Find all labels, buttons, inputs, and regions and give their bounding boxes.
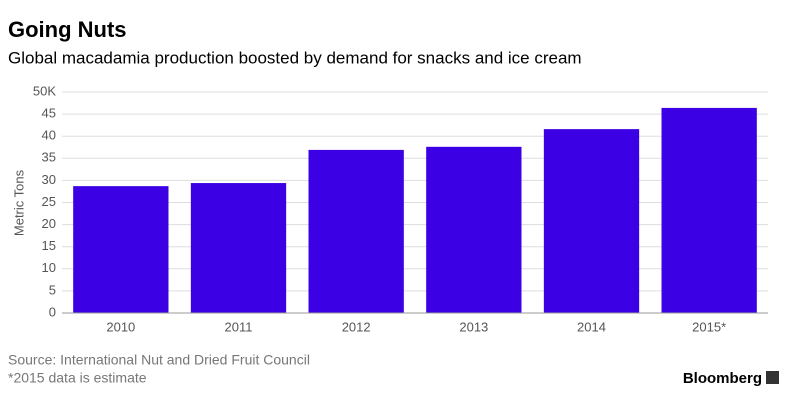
y-tick-label: 30 bbox=[42, 172, 56, 187]
source-note: Source: International Nut and Dried Frui… bbox=[8, 352, 310, 368]
footnote: *2015 data is estimate bbox=[8, 370, 147, 386]
x-tick-label: 2010 bbox=[106, 319, 135, 334]
bar bbox=[426, 146, 522, 313]
y-tick-label: 15 bbox=[42, 238, 56, 253]
bar bbox=[661, 107, 757, 313]
bar bbox=[73, 186, 169, 313]
x-tick-label: 2014 bbox=[577, 319, 606, 334]
chart-subtitle: Global macadamia production boosted by d… bbox=[8, 48, 582, 67]
bar bbox=[308, 149, 404, 313]
y-tick-label: 10 bbox=[42, 260, 56, 275]
x-tick-label: 2015* bbox=[692, 319, 726, 334]
y-tick-label: 45 bbox=[42, 106, 56, 121]
y-tick-label: 35 bbox=[42, 150, 56, 165]
chart-title: Going Nuts bbox=[8, 17, 127, 42]
y-tick-label: 25 bbox=[42, 194, 56, 209]
x-tick-label: 2013 bbox=[459, 319, 488, 334]
y-tick-label: 0 bbox=[49, 304, 56, 319]
y-tick-label: 20 bbox=[42, 216, 56, 231]
x-tick-label: 2012 bbox=[342, 319, 371, 334]
y-tick-label: 40 bbox=[42, 128, 56, 143]
y-axis-label: Metric Tons bbox=[11, 169, 26, 236]
brand-icon bbox=[766, 371, 779, 384]
brand-logo: Bloomberg bbox=[683, 370, 762, 387]
bar bbox=[190, 183, 287, 313]
bar bbox=[543, 129, 640, 313]
x-tick-label: 2011 bbox=[225, 319, 253, 334]
y-tick-label: 5 bbox=[49, 282, 56, 297]
y-tick-label: 50K bbox=[33, 83, 56, 98]
